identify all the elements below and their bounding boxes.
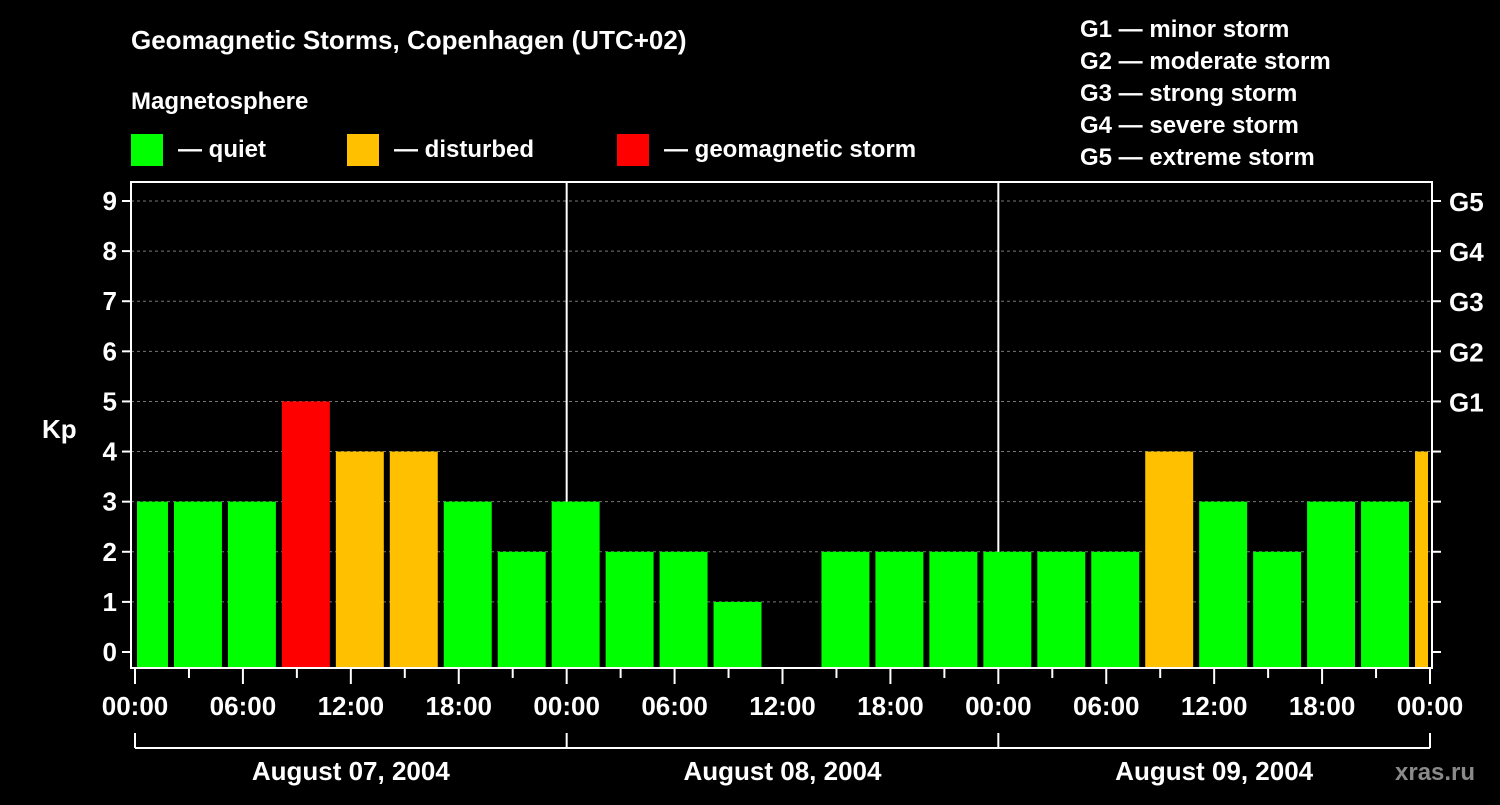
- kp-bar: [713, 601, 762, 667]
- legend-label-storm: — geomagnetic storm: [664, 136, 916, 163]
- y-tick-label: 8: [103, 236, 117, 266]
- legend-label-quiet: — quiet: [178, 136, 266, 163]
- x-tick-label: 06:00: [210, 691, 277, 721]
- x-tick-label: 00:00: [1397, 691, 1464, 721]
- g-level-label: G1: [1449, 387, 1484, 417]
- g-level-label: G4: [1449, 237, 1484, 267]
- legend: — quiet — disturbed — geomagnetic storm: [131, 134, 916, 166]
- storm-scale-g4: G4 — severe storm: [1080, 112, 1299, 139]
- y-tick-label: 5: [103, 386, 117, 416]
- kp-bar: [1145, 451, 1194, 667]
- legend-swatch-disturbed: [347, 134, 379, 166]
- kp-bar: [281, 401, 330, 667]
- kp-bar: [227, 501, 276, 667]
- chart-subtitle: Magnetosphere: [131, 88, 308, 115]
- kp-bar: [605, 551, 654, 667]
- y-tick-label: 0: [103, 637, 117, 667]
- x-tick-label: 12:00: [1181, 691, 1248, 721]
- kp-bar: [1091, 551, 1140, 667]
- storm-scale-g3: G3 — strong storm: [1080, 80, 1297, 107]
- kp-bar: [443, 501, 492, 667]
- day-label: August 09, 2004: [1115, 756, 1314, 786]
- chart-title: Geomagnetic Storms, Copenhagen (UTC+02): [131, 25, 686, 55]
- x-tick-label: 00:00: [102, 691, 169, 721]
- kp-bar: [1253, 551, 1302, 667]
- x-tick-label: 18:00: [1289, 691, 1356, 721]
- legend-swatch-storm: [617, 134, 649, 166]
- day-label: August 08, 2004: [684, 756, 883, 786]
- kp-bar: [335, 451, 384, 667]
- y-tick-label: 2: [103, 537, 117, 567]
- g-level-label: G3: [1449, 287, 1484, 317]
- x-tick-label: 00:00: [533, 691, 600, 721]
- legend-label-disturbed: — disturbed: [394, 136, 534, 163]
- watermark: xras.ru: [1395, 759, 1475, 786]
- y-tick-label: 1: [103, 587, 117, 617]
- y-tick-label: 9: [103, 186, 117, 216]
- kp-bar: [929, 551, 978, 667]
- storm-scale-g1: G1 — minor storm: [1080, 16, 1289, 43]
- kp-bar: [875, 551, 924, 667]
- legend-swatch-quiet: [131, 134, 163, 166]
- kp-bar: [821, 551, 870, 667]
- storm-scale-legend: G1 — minor storm G2 — moderate storm G3 …: [1080, 16, 1331, 171]
- y-tick-label: 6: [103, 336, 117, 366]
- y-tick-label: 4: [103, 437, 118, 467]
- kp-bar: [137, 501, 168, 667]
- x-tick-label: 06:00: [641, 691, 708, 721]
- kp-bar: [497, 551, 546, 667]
- kp-bar: [1199, 501, 1248, 667]
- y-axis-label: Kp: [42, 414, 77, 444]
- kp-bar: [1037, 551, 1086, 667]
- y-tick-label: 7: [103, 286, 117, 316]
- kp-bar: [659, 551, 708, 667]
- x-tick-label: 12:00: [749, 691, 816, 721]
- day-label: August 07, 2004: [252, 756, 451, 786]
- kp-bar: [1307, 501, 1356, 667]
- kp-bar: [173, 501, 222, 667]
- y-tick-label: 3: [103, 487, 117, 517]
- x-tick-label: 18:00: [426, 691, 493, 721]
- kp-bar: [1361, 501, 1410, 667]
- x-tick-label: 12:00: [318, 691, 385, 721]
- kp-bar: [389, 451, 438, 667]
- kp-bar: [1415, 451, 1428, 667]
- x-tick-label: 18:00: [857, 691, 924, 721]
- kp-bar: [551, 501, 600, 667]
- g-level-label: G5: [1449, 187, 1484, 217]
- kp-bar: [983, 551, 1032, 667]
- storm-scale-g5: G5 — extreme storm: [1080, 144, 1315, 171]
- storm-scale-g2: G2 — moderate storm: [1080, 48, 1331, 75]
- x-tick-label: 06:00: [1073, 691, 1140, 721]
- x-tick-label: 00:00: [965, 691, 1032, 721]
- g-level-label: G2: [1449, 337, 1484, 367]
